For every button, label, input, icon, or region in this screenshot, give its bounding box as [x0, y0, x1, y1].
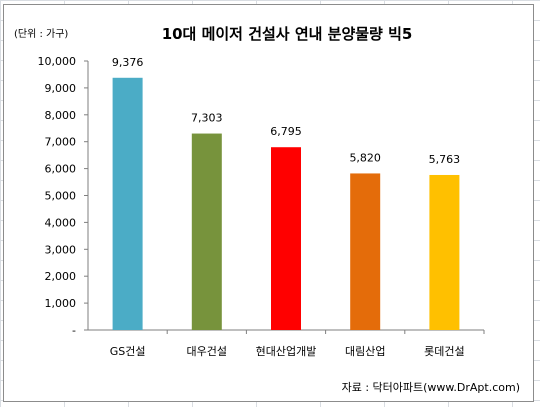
- x-tick-label: GS건설: [110, 345, 146, 358]
- y-tick-label: 3,000: [45, 243, 77, 256]
- plot-area: - 1,000 2,000 3,000 4,000 5,000 6,000 7,000 8,00…: [38, 55, 485, 358]
- unit-label: (단위 : 가구): [14, 27, 68, 40]
- y-tick-label: -: [72, 324, 76, 337]
- bar-value-label: 7,303: [191, 112, 223, 125]
- bar-value-label: 6,795: [270, 125, 302, 138]
- bar-value-label: 9,376: [112, 56, 144, 69]
- y-tick-label: 6,000: [45, 163, 77, 176]
- x-tick-label: 대림산업: [345, 345, 385, 358]
- y-tick-label: 4,000: [45, 216, 77, 229]
- chart-area[interactable]: 10대 메이저 건설사 연내 분양물량 빅5 (단위 : 가구) 자료 : 닥터…: [3, 4, 534, 402]
- y-tick-label: 1,000: [45, 297, 77, 310]
- bar-value-label: 5,820: [349, 151, 381, 164]
- y-tick-label: 2,000: [45, 270, 77, 283]
- x-tick-label: 롯데건설: [424, 345, 464, 358]
- chart-title: 10대 메이저 건설사 연내 분양물량 빅5: [162, 25, 413, 43]
- y-tick-label: 7,000: [45, 136, 77, 149]
- x-tick-label: 현대산업개발: [256, 345, 317, 358]
- bar-value-label: 5,763: [429, 153, 461, 166]
- bar: [112, 77, 143, 330]
- y-tick-label: 5,000: [45, 190, 77, 203]
- y-tick-label: 10,000: [38, 55, 77, 68]
- x-tick-label: 대우건설: [187, 345, 227, 358]
- bar-chart: 10대 메이저 건설사 연내 분양물량 빅5 (단위 : 가구) 자료 : 닥터…: [14, 25, 520, 394]
- source-note: 자료 : 닥터아파트(www.DrApt.com): [342, 381, 520, 394]
- y-tick-label: 8,000: [45, 109, 77, 122]
- bar: [429, 174, 460, 330]
- bar: [191, 133, 222, 330]
- y-tick-label: 9,000: [45, 82, 77, 95]
- bar: [350, 173, 381, 330]
- bar: [271, 147, 301, 330]
